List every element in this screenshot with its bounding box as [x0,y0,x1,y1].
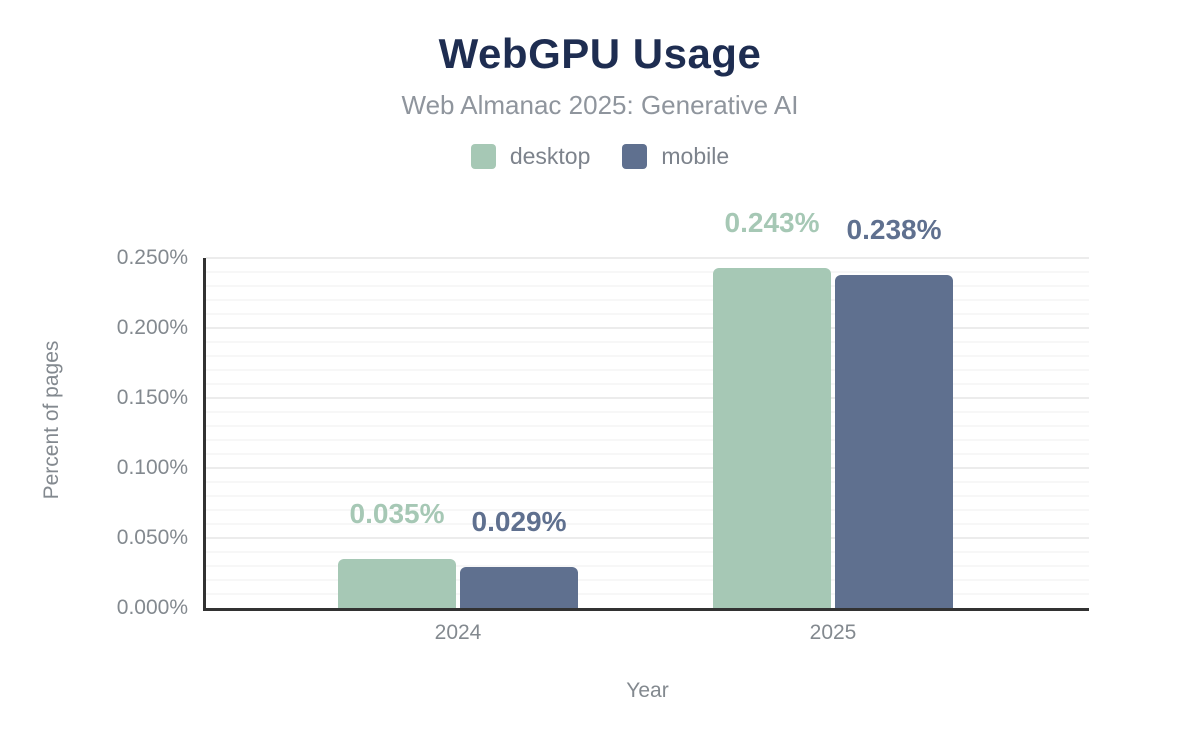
bar-value-label-mobile-2024: 0.029% [471,506,567,538]
minor-gridline [206,411,1089,413]
legend-item-desktop[interactable]: desktop [470,143,591,170]
y-tick-label: 0.250% [116,246,188,269]
minor-gridline [206,453,1089,455]
minor-gridline [206,509,1089,511]
x-axis-title: Year [626,679,669,702]
minor-gridline [206,579,1089,581]
y-axis-line [203,258,206,611]
minor-gridline [206,565,1089,567]
x-tick-label-2024: 2024 [434,621,482,644]
minor-gridline [206,313,1089,315]
minor-gridline [206,369,1089,371]
minor-gridline [206,495,1089,497]
minor-gridline [206,551,1089,553]
major-gridline [206,257,1089,259]
legend-label-mobile: mobile [661,143,730,169]
major-gridline [206,397,1089,399]
bar-mobile-2024[interactable] [460,567,578,608]
minor-gridline [206,341,1089,343]
minor-gridline [206,285,1089,287]
bar-mobile-2025[interactable] [835,274,953,608]
bar-value-label-mobile-2025: 0.238% [846,213,942,245]
bar-value-label-desktop-2025: 0.243% [724,206,820,238]
x-axis-line [203,608,1089,611]
chart-title: WebGPU Usage [438,30,762,77]
legend-label-desktop: desktop [509,143,591,169]
legend-swatch-desktop [470,144,496,169]
minor-gridline [206,299,1089,301]
minor-gridline [206,593,1089,595]
bar-desktop-2024[interactable] [338,559,456,608]
legend: desktop mobile [0,143,1200,170]
minor-gridline [206,439,1089,441]
minor-gridline [206,481,1089,483]
minor-gridline [206,271,1089,273]
x-tick-label-2025: 2025 [809,621,857,644]
y-tick-label: 0.150% [116,386,188,409]
legend-swatch-mobile [622,144,648,169]
y-tick-label: 0.100% [116,456,188,479]
chart-subtitle: Web Almanac 2025: Generative AI [401,90,799,120]
minor-gridline [206,355,1089,357]
minor-gridline [206,425,1089,427]
y-tick-label: 0.000% [116,596,188,619]
minor-gridline [206,523,1089,525]
major-gridline [206,467,1089,469]
legend-item-mobile[interactable]: mobile [622,143,729,170]
bar-value-label-desktop-2024: 0.035% [349,498,445,529]
bar-desktop-2025[interactable] [713,267,831,608]
major-gridline [206,537,1089,539]
minor-gridline [206,383,1089,385]
major-gridline [206,327,1089,329]
y-tick-label: 0.050% [116,526,188,549]
y-tick-label: 0.200% [116,316,188,339]
